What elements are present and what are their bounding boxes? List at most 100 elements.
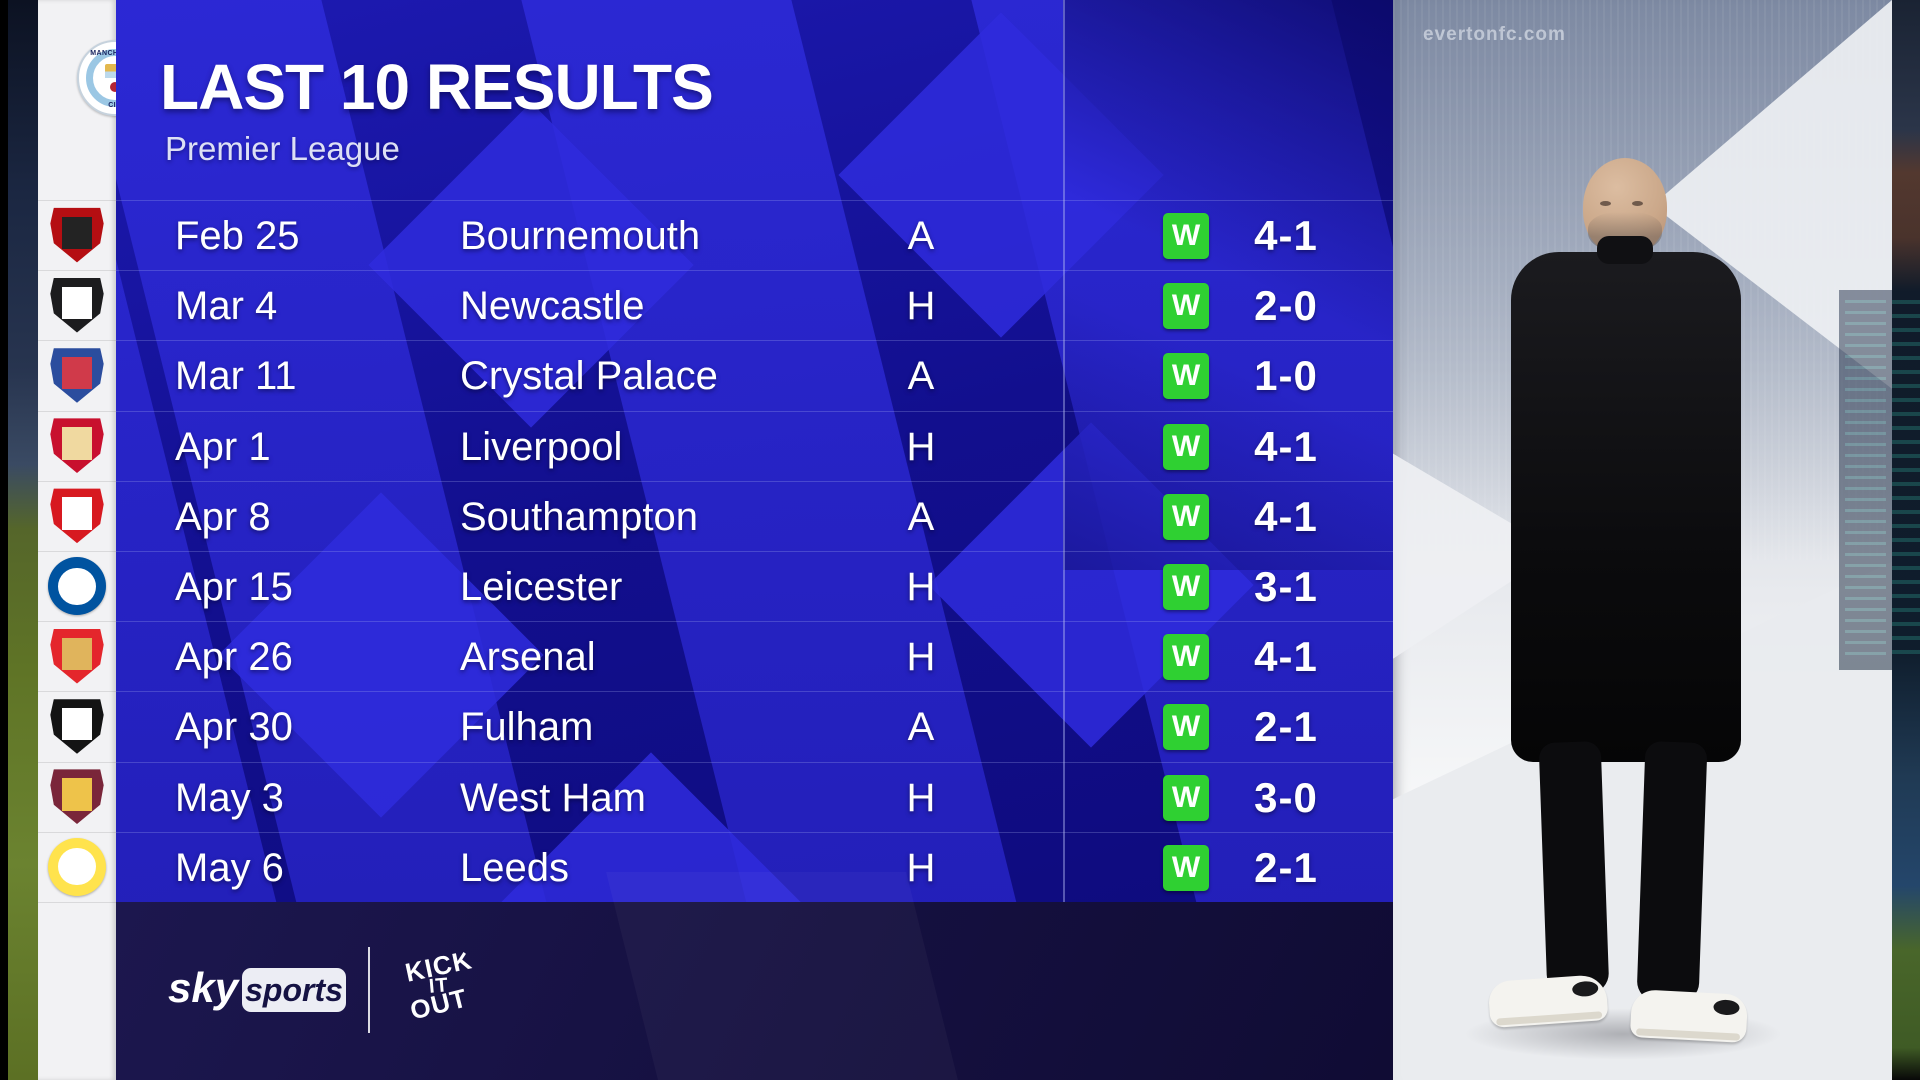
manager-figure-leg — [1538, 740, 1610, 996]
page-title: LAST 10 RESULTS — [160, 51, 714, 123]
team-crest-newcastle — [50, 278, 104, 333]
team-crest-inner — [61, 497, 93, 530]
team-crest-fulham — [50, 699, 104, 754]
result-row: May 6 Leeds H W 2-1 — [116, 831, 1393, 902]
venue-indicator: A — [907, 354, 935, 399]
opponent-name: Fulham — [460, 705, 594, 750]
score: 2-1 — [1254, 703, 1318, 751]
team-crest-southampton — [50, 488, 104, 544]
opponent-name: West Ham — [460, 775, 646, 820]
row-divider — [38, 410, 116, 412]
manager-figure-shoe — [1487, 973, 1609, 1029]
team-crest-leicester — [48, 557, 106, 616]
result-row: Apr 8 Southampton A W 4-1 — [116, 480, 1393, 551]
opponent-name: Crystal Palace — [460, 354, 718, 399]
panel-shade — [1063, 250, 1393, 570]
venue-indicator: H — [906, 284, 936, 329]
stadium-hoarding-text: evertonfc.com — [1423, 24, 1566, 45]
manager-figure-shoe — [1629, 988, 1749, 1044]
manager-figure-hands — [1598, 640, 1652, 668]
team-crest-leeds — [48, 837, 106, 896]
venue-indicator: H — [906, 635, 936, 680]
results-table: Feb 25 Bournemouth A W 4-1 Mar 4 Newcast… — [116, 200, 1393, 903]
score: 4-1 — [1254, 212, 1318, 259]
row-divider — [38, 270, 116, 272]
row-divider — [38, 551, 116, 552]
venue-indicator: A — [907, 494, 935, 539]
result-row: Mar 4 Newcastle H W 2-0 — [116, 270, 1393, 340]
result-row: Apr 15 Leicester H W 3-1 — [116, 551, 1393, 621]
result-badge: W — [1163, 283, 1209, 330]
result-badge: W — [1163, 844, 1209, 891]
venue-indicator: A — [907, 214, 935, 258]
result-badge: W — [1163, 704, 1209, 751]
manager-figure-torso — [1511, 252, 1741, 762]
figure-eye — [1599, 201, 1611, 207]
match-date: May 3 — [175, 775, 284, 820]
match-date: Feb 25 — [175, 214, 300, 258]
team-crest-inner — [61, 216, 93, 249]
team-crest-arsenal — [50, 629, 104, 684]
score: 3-0 — [1254, 773, 1318, 821]
row-divider — [38, 200, 116, 201]
match-date: Apr 1 — [175, 424, 271, 469]
footer-band-sheen — [606, 872, 966, 1080]
opponent-name: Newcastle — [460, 284, 645, 329]
opponent-name: Leeds — [460, 845, 569, 890]
result-badge: W — [1163, 423, 1209, 470]
row-divider — [38, 621, 116, 623]
sky-sports-logo: sky — [168, 964, 239, 1011]
manager-figure-collar — [1597, 236, 1653, 264]
match-date: Apr 30 — [175, 705, 293, 750]
stadium-background-right — [1892, 0, 1920, 1080]
kick-it-out-line: OUT — [407, 982, 471, 1026]
result-badge: W — [1163, 564, 1209, 610]
competition-subtitle: Premier League — [165, 130, 400, 167]
club-badge-column: MANCHESTER CITY — [38, 0, 153, 1080]
row-divider — [38, 480, 116, 482]
match-date: Apr 15 — [175, 565, 293, 609]
team-crest-inner — [58, 567, 96, 605]
row-divider — [38, 340, 116, 342]
opponent-name: Leicester — [460, 565, 623, 609]
row-divider — [38, 761, 116, 763]
team-crest-inner — [61, 707, 93, 741]
opponent-name: Liverpool — [460, 424, 623, 469]
sky-sports-logo-box: sports — [242, 968, 346, 1012]
venue-indicator: H — [906, 775, 936, 820]
manager-photo-panel: evertonfc.com — [1393, 0, 1892, 1080]
team-crest-inner — [61, 427, 93, 460]
score: 4-1 — [1254, 422, 1318, 470]
team-crest-liverpool — [50, 418, 104, 473]
row-divider — [38, 691, 116, 693]
row-divider — [38, 831, 116, 833]
result-row: May 3 West Ham H W 3-0 — [116, 761, 1393, 832]
score: 2-0 — [1254, 282, 1318, 330]
result-badge: W — [1163, 213, 1209, 259]
team-crest-inner — [61, 778, 93, 811]
figure-eye — [1631, 201, 1643, 207]
venue-indicator: H — [906, 845, 936, 890]
opponent-name: Southampton — [460, 494, 698, 539]
venue-indicator: A — [907, 705, 935, 750]
panel-shade — [1063, 0, 1393, 430]
match-date: May 6 — [175, 845, 284, 890]
team-crest-west-ham — [50, 769, 104, 824]
result-row: Apr 30 Fulham A W 2-1 — [116, 691, 1393, 761]
result-badge: W — [1163, 353, 1209, 400]
manager-figure-head — [1583, 158, 1667, 256]
result-badge: W — [1163, 634, 1209, 681]
match-date: Mar 11 — [175, 354, 297, 399]
team-crest-inner — [61, 356, 93, 390]
score: 3-1 — [1254, 563, 1318, 610]
team-crest-bournemouth — [50, 207, 104, 263]
score-column-divider — [1063, 0, 1065, 902]
result-row: Apr 1 Liverpool H W 4-1 — [116, 410, 1393, 481]
result-badge: W — [1163, 493, 1209, 540]
result-row: Apr 26 Arsenal H W 4-1 — [116, 621, 1393, 691]
result-row: Feb 25 Bournemouth A W 4-1 — [116, 200, 1393, 270]
score: 2-1 — [1254, 843, 1318, 891]
match-date: Mar 4 — [175, 284, 278, 329]
score: 4-1 — [1254, 633, 1318, 681]
